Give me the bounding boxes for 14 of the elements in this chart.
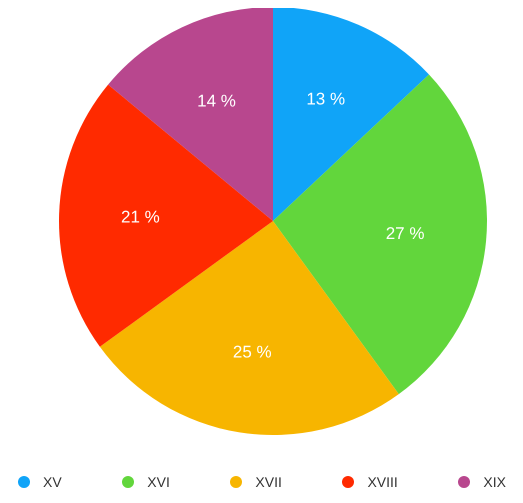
data-label: 14 %: [197, 91, 236, 110]
pie-slice: [59, 84, 273, 347]
legend-label: XIX: [483, 474, 506, 490]
pie-slice: [273, 74, 487, 394]
data-label: 27 %: [386, 224, 424, 243]
data-label: 21 %: [121, 207, 160, 226]
pie-slice: [108, 8, 273, 221]
data-label: 13 %: [306, 90, 346, 109]
legend-label: XV: [43, 474, 62, 490]
legend-label: XVIII: [367, 474, 398, 490]
legend-label: XVI: [147, 474, 170, 490]
data-label: 25 %: [232, 342, 272, 362]
pie-slice: [273, 8, 429, 221]
legend-label: XVII: [255, 474, 282, 490]
